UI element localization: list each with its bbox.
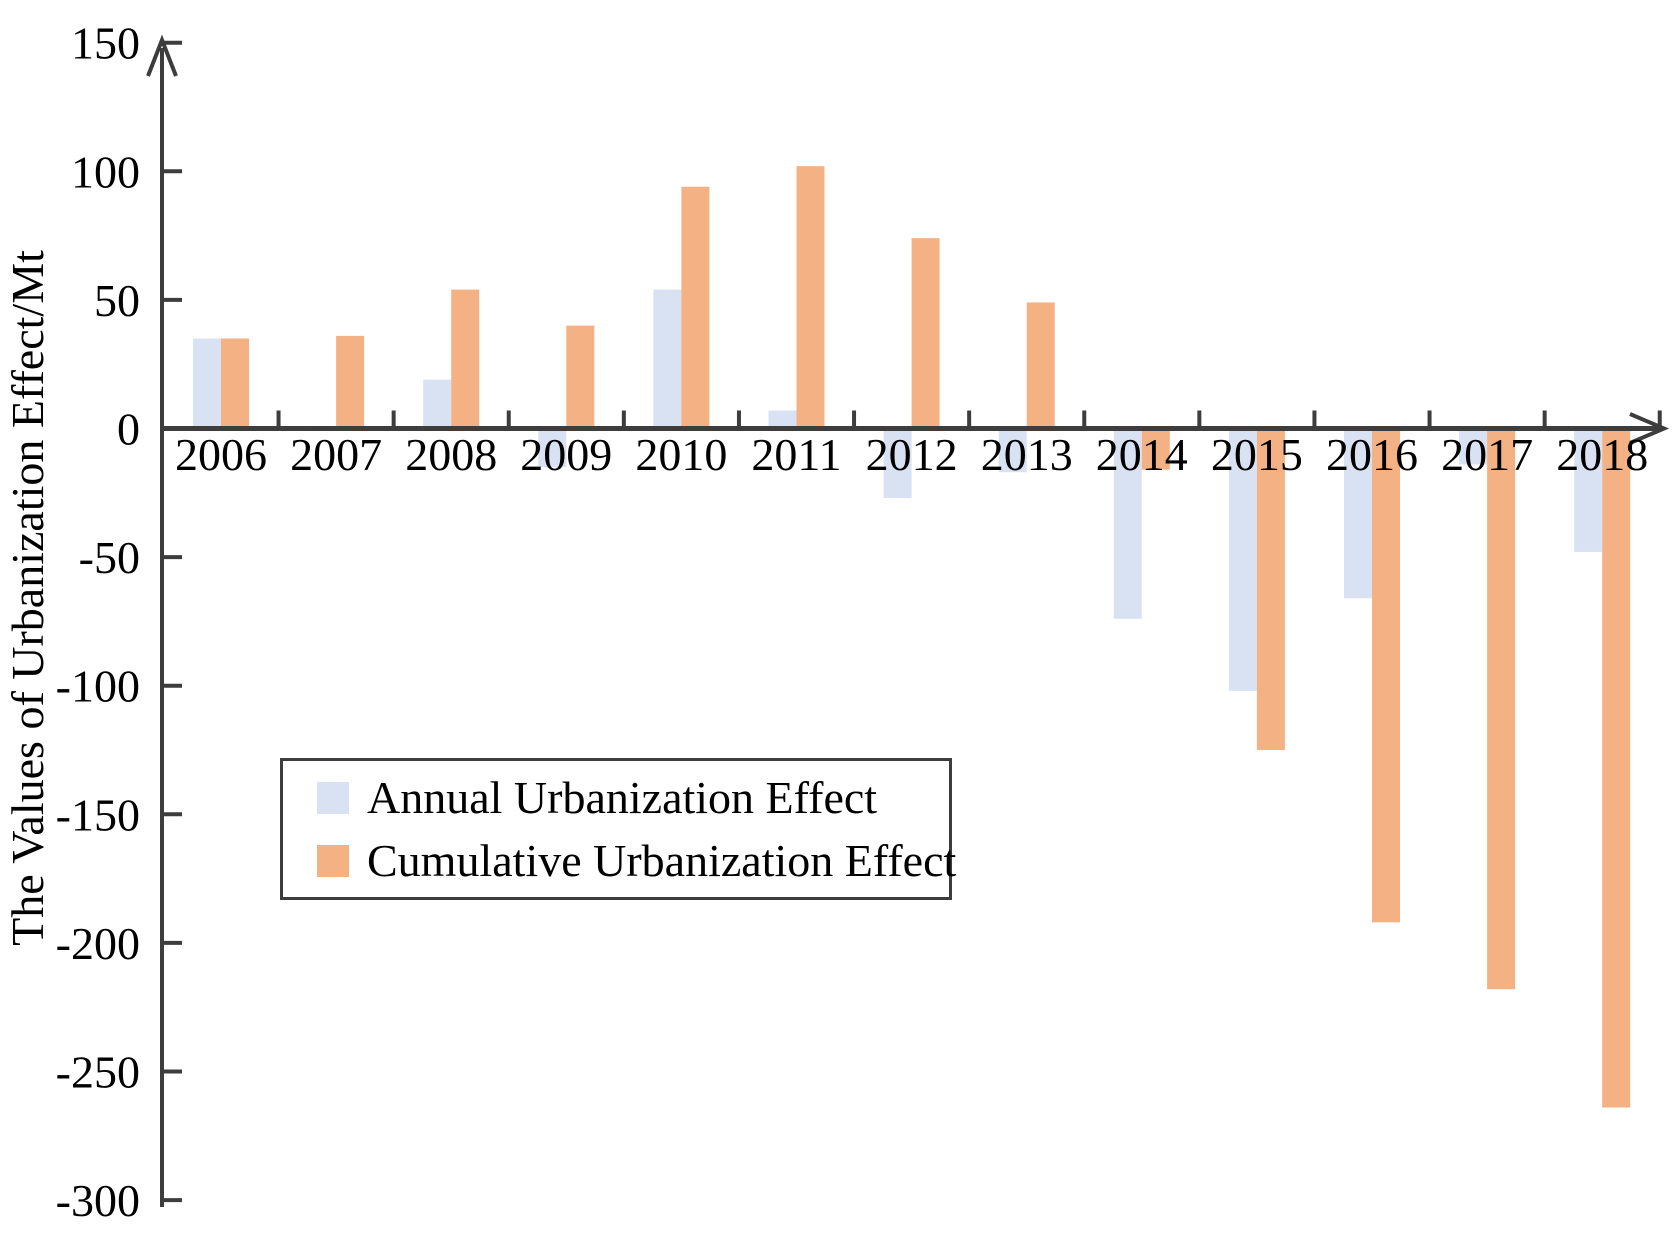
y-tick-label-0: 0 xyxy=(117,404,140,455)
x-label-2012: 2012 xyxy=(866,429,958,480)
legend-swatch-annual-icon xyxy=(317,781,349,814)
x-label-2018: 2018 xyxy=(1556,429,1648,480)
x-label-2009: 2009 xyxy=(520,429,612,480)
bar-cumulative-2012 xyxy=(911,238,940,429)
legend-swatch-cumulative-icon xyxy=(317,844,349,877)
bar-annual-2008 xyxy=(423,379,452,429)
bar-cumulative-2011 xyxy=(796,166,825,429)
y-tick-label--250: -250 xyxy=(56,1047,140,1098)
y-tick-label--100: -100 xyxy=(56,661,140,712)
y-tick-label--300: -300 xyxy=(56,1175,140,1226)
y-tick-label-100: 100 xyxy=(71,146,140,197)
x-label-2013: 2013 xyxy=(981,429,1073,480)
x-label-2007: 2007 xyxy=(290,429,382,480)
y-tick-label--200: -200 xyxy=(56,918,140,969)
bar-cumulative-2015 xyxy=(1256,428,1285,750)
bar-cumulative-2006 xyxy=(221,338,249,429)
x-label-2016: 2016 xyxy=(1326,429,1418,480)
bar-cumulative-2017 xyxy=(1487,428,1516,990)
bar-cumulative-2008 xyxy=(451,289,480,429)
x-label-2017: 2017 xyxy=(1441,429,1533,480)
x-label-2006: 2006 xyxy=(175,429,267,480)
bar-annual-2016 xyxy=(1344,428,1372,599)
x-label-2011: 2011 xyxy=(751,429,841,480)
bar-annual-2009 xyxy=(538,428,567,468)
bar-annual-2011 xyxy=(768,410,797,429)
bar-cumulative-2009 xyxy=(566,325,595,429)
x-label-2010: 2010 xyxy=(635,429,727,480)
y-tick-label-50: 50 xyxy=(94,275,140,326)
bar-annual-2017 xyxy=(1459,428,1488,465)
bar-annual-2015 xyxy=(1228,428,1257,691)
legend-item-annual: Annual Urbanization Effect xyxy=(283,771,949,824)
legend-box: Annual Urbanization Effect Cumulative Ur… xyxy=(280,758,956,900)
bar-annual-2010 xyxy=(653,289,682,429)
bar-cumulative-2014 xyxy=(1141,428,1170,470)
x-label-2008: 2008 xyxy=(405,429,497,480)
x-axis-arrow-icon xyxy=(1629,412,1670,445)
bar-annual-2013 xyxy=(998,428,1027,473)
y-axis-arrow-icon xyxy=(146,34,178,77)
bar-cumulative-2010 xyxy=(681,186,710,429)
y-axis-title: The Values of Urbanization Effect/Mt xyxy=(2,250,53,946)
bar-cumulative-2016 xyxy=(1372,428,1400,923)
legend-item-cumulative: Cumulative Urbanization Effect xyxy=(283,834,956,887)
bar-cumulative-2013 xyxy=(1026,302,1055,429)
bar-annual-2014 xyxy=(1113,428,1142,619)
bar-annual-2012 xyxy=(883,428,912,498)
y-tick-label--50: -50 xyxy=(79,532,140,583)
bar-cumulative-2007 xyxy=(336,335,365,429)
legend-label-cumulative: Cumulative Urbanization Effect xyxy=(367,835,957,886)
bar-cumulative-2018 xyxy=(1602,428,1631,1108)
x-label-2015: 2015 xyxy=(1211,429,1303,480)
y-tick-label-150: 150 xyxy=(71,18,140,69)
bar-annual-2018 xyxy=(1574,428,1603,552)
y-tick-label--150: -150 xyxy=(56,789,140,840)
legend-label-annual: Annual Urbanization Effect xyxy=(367,772,878,823)
bar-annual-2006 xyxy=(193,338,221,429)
x-label-2014: 2014 xyxy=(1096,429,1188,480)
